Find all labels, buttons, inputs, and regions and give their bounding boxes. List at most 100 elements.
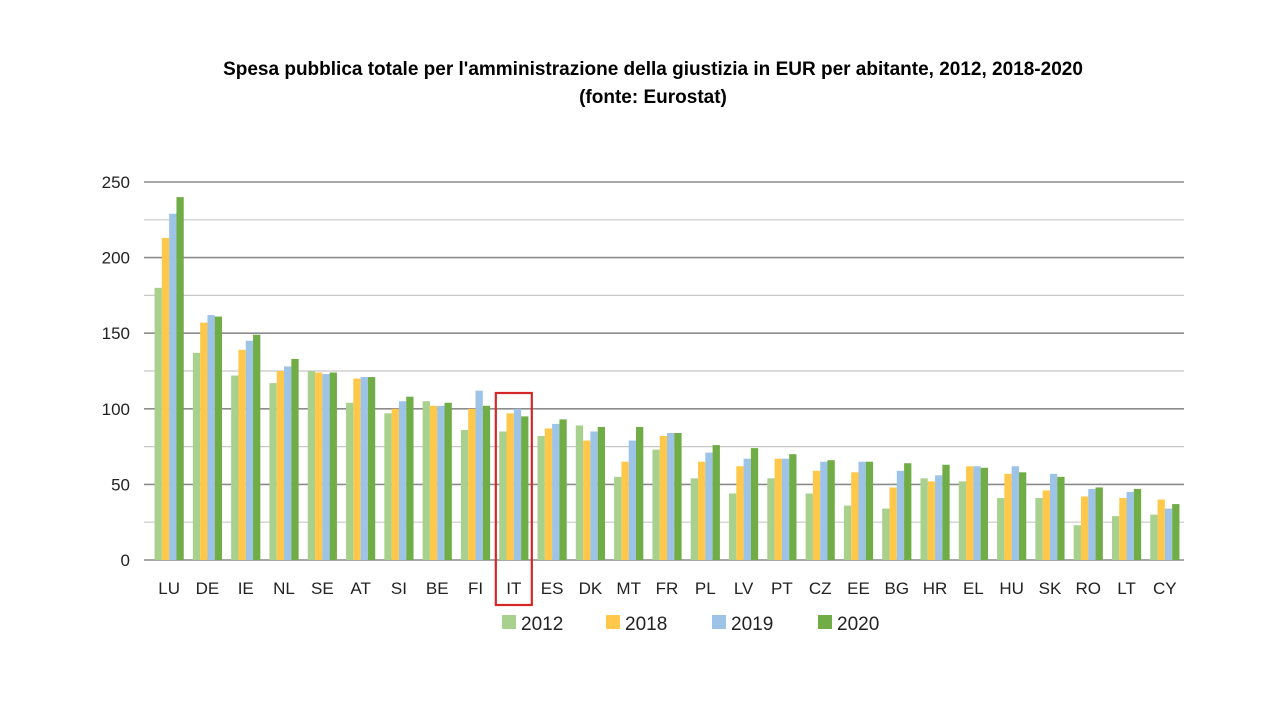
bar-de-2018 xyxy=(200,322,208,560)
bar-hu-2018 xyxy=(1004,473,1012,560)
bar-mt-2020 xyxy=(636,426,644,560)
bar-cz-2019 xyxy=(820,461,828,560)
bar-it-2012 xyxy=(499,431,507,560)
bar-cz-2020 xyxy=(827,460,835,560)
legend-label-2012: 2012 xyxy=(521,614,563,635)
bar-lt-2020 xyxy=(1133,488,1142,560)
highlight-box xyxy=(494,391,533,607)
bar-hr-2012 xyxy=(920,478,928,560)
bar-sk-2019 xyxy=(1049,473,1058,560)
y-tick-100: 100 xyxy=(102,400,130,419)
x-tick-si: SI xyxy=(391,579,407,598)
bar-sk-2018 xyxy=(1042,490,1050,560)
bar-ie-2012 xyxy=(231,375,239,560)
bar-ee-2019 xyxy=(858,461,866,560)
x-tick-fr: FR xyxy=(656,579,679,598)
x-tick-be: BE xyxy=(426,579,449,598)
x-tick-it: IT xyxy=(506,579,521,598)
x-tick-ee: EE xyxy=(847,579,870,598)
bar-ro-2018 xyxy=(1080,496,1089,560)
x-tick-at: AT xyxy=(350,579,370,598)
bar-bg-2019 xyxy=(896,470,905,560)
bar-at-2012 xyxy=(346,402,354,560)
bar-lu-2019 xyxy=(169,213,177,560)
bar-it-2018 xyxy=(506,413,514,560)
bar-ie-2019 xyxy=(245,340,254,560)
x-tick-bg: BG xyxy=(884,579,909,598)
bar-dk-2020 xyxy=(597,426,606,560)
x-tick-fi: FI xyxy=(468,579,483,598)
bar-mt-2012 xyxy=(614,476,622,560)
bar-si-2019 xyxy=(398,401,407,560)
bar-bg-2020 xyxy=(904,463,912,560)
bar-el-2020 xyxy=(980,467,988,560)
bar-pt-2020 xyxy=(789,454,797,560)
bar-it-2019 xyxy=(513,408,522,560)
bar-dk-2019 xyxy=(590,431,598,560)
x-tick-cz: CZ xyxy=(809,579,832,598)
bar-fi-2018 xyxy=(468,408,476,560)
bar-pl-2020 xyxy=(712,445,720,560)
bar-cy-2012 xyxy=(1150,514,1158,560)
bar-si-2020 xyxy=(406,396,414,560)
bar-cy-2020 xyxy=(1172,504,1180,560)
bar-pt-2019 xyxy=(781,458,790,560)
bar-ie-2020 xyxy=(253,334,261,560)
x-tick-hu: HU xyxy=(999,579,1024,598)
bar-cy-2018 xyxy=(1157,499,1165,560)
bar-sk-2020 xyxy=(1057,476,1065,560)
x-tick-lt: LT xyxy=(1117,579,1136,598)
legend: 2012 2018 2019 2020 xyxy=(502,614,879,635)
bar-es-2012 xyxy=(537,436,545,560)
bar-fi-2019 xyxy=(475,390,483,560)
bar-es-2020 xyxy=(559,419,567,560)
bar-de-2020 xyxy=(214,316,223,560)
bar-mt-2019 xyxy=(628,440,637,560)
bar-fr-2019 xyxy=(667,432,675,560)
bar-ro-2019 xyxy=(1088,488,1096,560)
bar-hu-2012 xyxy=(997,498,1005,560)
bar-lt-2018 xyxy=(1119,498,1127,560)
highlight-box-it xyxy=(494,391,533,607)
bar-at-2019 xyxy=(360,377,368,560)
bar-it-2020 xyxy=(521,416,529,560)
bar-hr-2018 xyxy=(927,481,936,560)
bar-ee-2018 xyxy=(851,472,859,560)
bar-fr-2018 xyxy=(659,436,667,560)
legend-label-2020: 2020 xyxy=(837,614,879,635)
bar-se-2020 xyxy=(329,372,337,560)
x-tick-sk: SK xyxy=(1039,579,1062,598)
bar-be-2012 xyxy=(422,401,430,560)
bar-be-2020 xyxy=(444,402,452,560)
bar-lv-2012 xyxy=(728,493,737,560)
bar-bg-2018 xyxy=(889,487,897,560)
bar-sk-2012 xyxy=(1035,498,1043,560)
bar-pt-2018 xyxy=(774,458,782,560)
legend-swatch-2019 xyxy=(712,615,726,629)
bar-hr-2020 xyxy=(942,464,950,560)
bar-ro-2020 xyxy=(1095,487,1103,560)
bar-se-2019 xyxy=(322,374,330,560)
bar-si-2018 xyxy=(391,408,399,560)
bar-at-2018 xyxy=(353,378,361,560)
bar-fi-2012 xyxy=(460,429,469,560)
y-tick-150: 150 xyxy=(102,324,130,343)
bar-ee-2020 xyxy=(865,461,874,560)
legend-label-2018: 2018 xyxy=(625,614,667,635)
chart-subtitle: (fonte: Eurostat) xyxy=(579,87,727,108)
bar-es-2018 xyxy=(544,428,553,560)
bar-es-2019 xyxy=(552,423,560,560)
bar-nl-2019 xyxy=(284,366,292,560)
bar-pl-2019 xyxy=(705,452,713,560)
bar-lv-2020 xyxy=(750,448,759,560)
bar-si-2012 xyxy=(384,413,392,560)
bar-dk-2018 xyxy=(583,440,591,560)
bar-nl-2020 xyxy=(291,358,299,560)
bars xyxy=(154,197,1180,560)
bar-de-2019 xyxy=(207,315,215,560)
x-tick-ie: IE xyxy=(238,579,254,598)
y-tick-250: 250 xyxy=(102,173,130,192)
bar-pl-2018 xyxy=(697,461,706,560)
x-tick-hr: HR xyxy=(923,579,948,598)
